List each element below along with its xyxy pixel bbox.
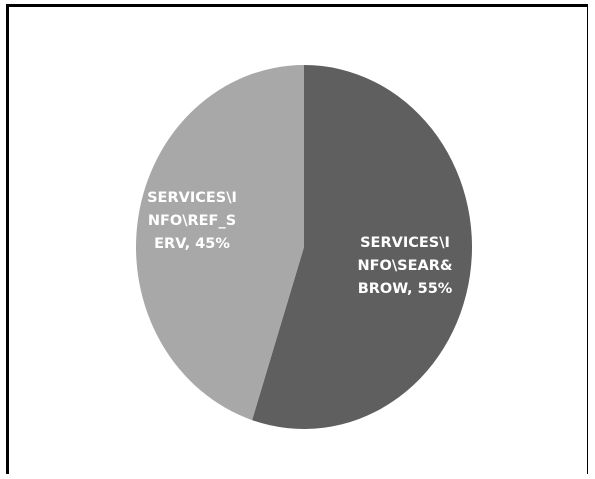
pie-slice-0 [252,65,473,429]
pie-slice-label-line: NFO\SEAR& [357,258,452,274]
pie-slice-label-0: SERVICES\I NFO\SEAR& BROW, 55% [357,235,452,297]
pie-labels: SERVICES\I NFO\SEAR& BROW, 55% SERVICES\I NF… [147,190,453,297]
pie-slice-label-line: NFO\REF_S [148,213,236,229]
pie-slice-label-1: SERVICES\I NFO\REF_S ERV, 45% [147,190,237,252]
pie-slice-label-line: ERV, 45% [154,236,230,252]
pie-slices [136,65,473,429]
pie-slice-label-line: BROW, 55% [358,281,453,297]
pie-slice-label-line: SERVICES\I [147,190,237,206]
pie-slice-1 [136,65,304,421]
chart-frame [6,4,588,474]
pie-slice-label-line: SERVICES\I [360,235,450,251]
